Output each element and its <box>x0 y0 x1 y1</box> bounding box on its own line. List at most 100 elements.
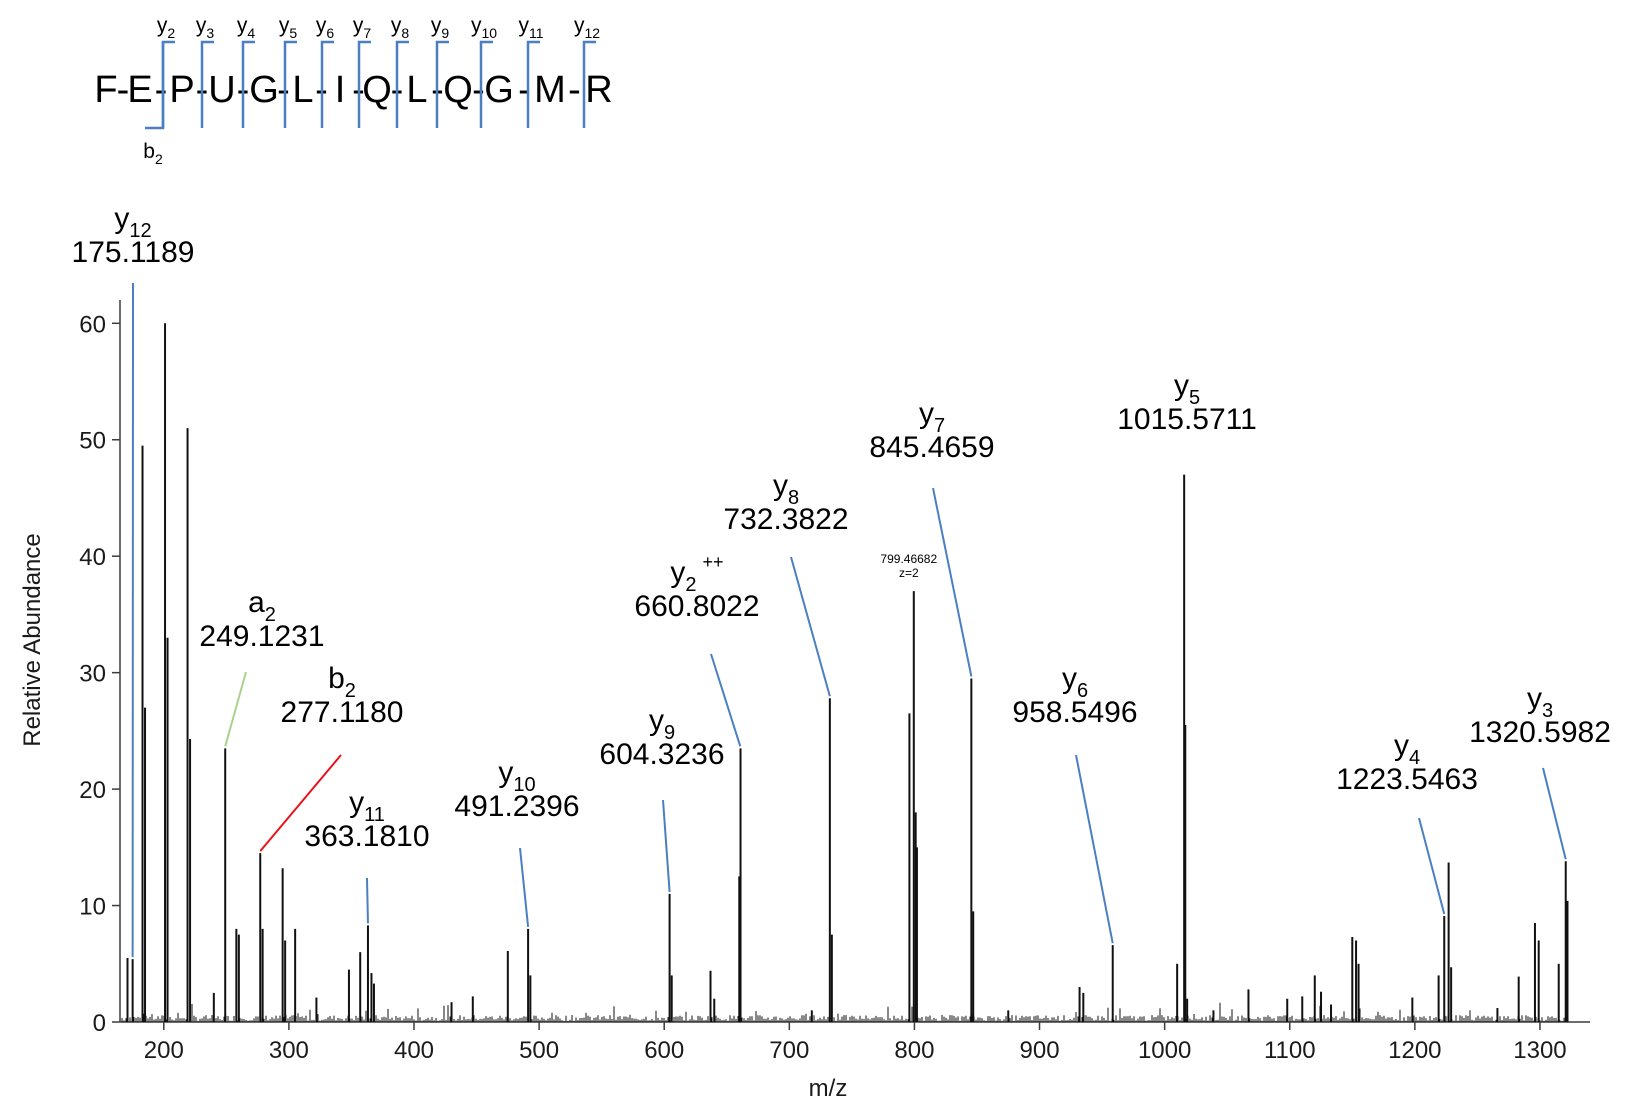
peak-mz-label: 175.1189 <box>72 236 195 269</box>
y-ion-cleavage-marker <box>357 40 371 128</box>
y-ion-label: y6 <box>316 14 335 41</box>
spectrum-peaks <box>126 323 1569 1022</box>
peak-mz-label: 732.3822 <box>723 503 848 536</box>
y-ion-label: y12 <box>574 14 600 41</box>
peak-ion-label: y8 <box>773 469 799 509</box>
y-ion-cleavage-marker <box>435 40 449 128</box>
annotation-connector <box>259 754 342 852</box>
sequence-residue: Q <box>362 69 392 111</box>
y-tick-label: 30 <box>79 661 106 688</box>
x-tick-label: 1200 <box>1388 1037 1441 1064</box>
sequence-residue: G <box>249 69 279 111</box>
y-ion-label: y8 <box>391 14 410 41</box>
x-tick-label: 1100 <box>1264 1037 1316 1064</box>
y-ion-cleavage-marker <box>395 40 409 128</box>
y-ion-cleavage-marker <box>320 40 334 128</box>
y-ion-label: y3 <box>196 14 215 41</box>
baseline-noise <box>121 1002 1569 1022</box>
peak-ion-label: a2 <box>248 586 276 626</box>
y-axis-title: Relative Abundance <box>19 533 46 747</box>
x-axis-title: m/z <box>809 1075 848 1101</box>
peptide-sequence: F -E - P - U - G- L - I -Q- L - Q - G - M - Ry2 y3 y4 y5 y6 y7 y8 y… <box>94 14 612 167</box>
x-tick-label: 800 <box>894 1037 934 1064</box>
annotation-connector <box>366 877 369 924</box>
y-ion-label: y11 <box>518 14 543 41</box>
precursor-mz-label: 799.46682 <box>880 552 937 566</box>
peak-ion-label: y4 <box>1394 729 1420 769</box>
annotation-connector <box>790 556 831 697</box>
y-tick-label: 20 <box>79 777 106 804</box>
x-tick-label: 500 <box>519 1037 559 1064</box>
x-tick-label: 400 <box>394 1037 434 1064</box>
b-ion-cleavage-marker <box>145 42 165 130</box>
x-tick-label: 200 <box>144 1037 184 1064</box>
sequence-residue: L <box>292 69 313 111</box>
peak-mz-label: 363.1810 <box>304 820 429 853</box>
sequence-residue: Q <box>443 69 473 111</box>
sequence-dash: - <box>117 69 130 111</box>
y-tick-label: 60 <box>79 311 106 338</box>
x-tick-label: 1000 <box>1138 1037 1191 1064</box>
y-ion-label: y9 <box>431 14 450 41</box>
y-tick-label: 0 <box>93 1010 106 1037</box>
x-tick-label: 300 <box>269 1037 309 1064</box>
x-tick-label: 900 <box>1020 1037 1060 1064</box>
peak-mz-label: 249.1231 <box>199 620 324 653</box>
x-tick-label: 600 <box>644 1037 684 1064</box>
peak-ion-label: y11 <box>349 786 385 826</box>
sequence-dash: - <box>568 69 581 111</box>
b-ion-label: b2 <box>143 140 163 167</box>
y-ion-label: y4 <box>237 14 256 41</box>
sequence-dash: - <box>472 69 485 111</box>
peak-mz-label: 1320.5982 <box>1469 716 1611 749</box>
peak-ion-label: y7 <box>919 397 945 437</box>
sequence-residue: U <box>208 69 235 111</box>
y-ion-cleavage-marker <box>582 40 596 128</box>
annotation-connector <box>519 847 530 927</box>
y-ion-label: y2 <box>157 14 176 41</box>
y-ion-cleavage-marker <box>200 40 214 128</box>
peak-mz-label: 958.5496 <box>1012 696 1137 729</box>
sequence-residue: M <box>534 69 566 111</box>
sequence-dash: - <box>155 69 168 111</box>
sequence-residue: L <box>406 69 427 111</box>
sequence-residue: F <box>94 69 117 111</box>
peak-ion-label: b2 <box>328 662 356 702</box>
y-ion-cleavage-marker <box>526 40 540 128</box>
annotation-connector <box>1542 767 1567 860</box>
sequence-residue: E <box>127 69 152 111</box>
y-ion-label: y5 <box>279 14 298 41</box>
y-ion-label: y10 <box>471 14 497 41</box>
peak-ion-label: y9 <box>649 704 675 744</box>
peak-mz-label: 491.2396 <box>454 790 579 823</box>
y-tick-label: 40 <box>79 544 106 571</box>
peak-mz-label: 1223.5463 <box>1336 763 1478 796</box>
peak-mz-label: 277.1180 <box>281 696 404 729</box>
sequence-residue: R <box>585 69 612 111</box>
peak-mz-label: 845.4659 <box>869 431 994 464</box>
y-tick-label: 50 <box>79 428 106 455</box>
x-tick-label: 700 <box>769 1037 809 1064</box>
sequence-residue: P <box>169 69 194 111</box>
y-ion-cleavage-marker <box>241 40 255 128</box>
y-ion-cleavage-marker <box>283 40 297 128</box>
peak-ion-label: y5 <box>1174 369 1200 409</box>
sequence-dash: - <box>277 69 290 111</box>
chart-axes: 200 300 400 500 600 700 800 900 1000 1100 1200 1300… <box>79 300 1590 1064</box>
peak-mz-label: 1015.5711 <box>1117 403 1257 436</box>
y-ion-cleavage-marker <box>479 40 493 128</box>
peak-mz-label: 604.3236 <box>599 738 724 771</box>
y-ion-label: y7 <box>353 14 372 41</box>
peak-ion-label: y10 <box>498 756 535 796</box>
annotation-connector <box>1075 754 1114 944</box>
x-tick-label: 1300 <box>1513 1037 1566 1064</box>
annotation-connector <box>224 671 247 747</box>
annotation-connector <box>1418 817 1446 915</box>
sequence-residue: I <box>335 69 346 111</box>
annotation-connector <box>710 653 742 747</box>
peak-ion-label: y2++ <box>670 552 723 596</box>
peak-ion-label: y6 <box>1062 662 1088 702</box>
annotation-connector <box>662 799 671 892</box>
